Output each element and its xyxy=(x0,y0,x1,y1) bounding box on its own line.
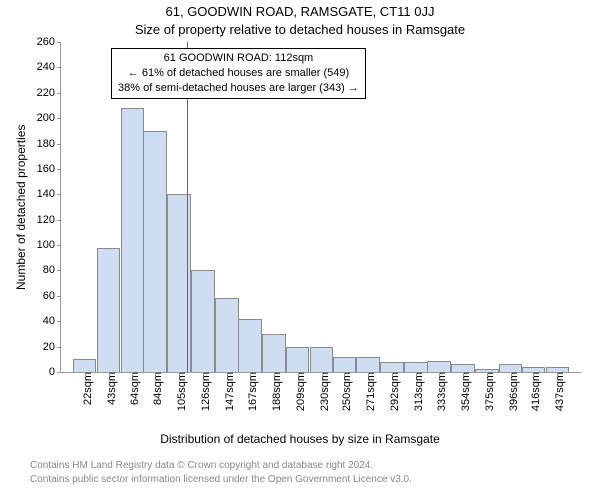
y-tick-mark xyxy=(57,169,61,170)
y-tick-mark xyxy=(57,220,61,221)
footer-line-2: Contains public sector information licen… xyxy=(30,474,412,485)
x-tick-label: 167sqm xyxy=(241,372,259,411)
x-tick-label: 64sqm xyxy=(123,372,141,405)
histogram-bar xyxy=(191,270,215,372)
x-tick-mark xyxy=(298,372,299,376)
histogram-bar xyxy=(451,364,475,372)
y-axis-label: Number of detached properties xyxy=(14,125,28,290)
y-tick-mark xyxy=(57,372,61,373)
x-tick-mark xyxy=(392,372,393,376)
y-tick-mark xyxy=(57,194,61,195)
x-tick-label: 437sqm xyxy=(548,372,566,411)
x-tick-mark xyxy=(227,372,228,376)
y-tick-mark xyxy=(57,347,61,348)
x-tick-mark xyxy=(250,372,251,376)
x-tick-mark xyxy=(274,372,275,376)
annotation-box: 61 GOODWIN ROAD: 112sqm← 61% of detached… xyxy=(111,48,366,99)
x-tick-label: 147sqm xyxy=(218,372,236,411)
histogram-bar xyxy=(310,347,334,372)
x-tick-mark xyxy=(203,372,204,376)
x-tick-label: 43sqm xyxy=(100,372,118,405)
x-tick-mark xyxy=(557,372,558,376)
x-tick-mark xyxy=(416,372,417,376)
x-tick-label: 396sqm xyxy=(502,372,520,411)
y-tick-mark xyxy=(57,67,61,68)
x-tick-label: 126sqm xyxy=(194,372,212,411)
x-tick-mark xyxy=(511,372,512,376)
histogram-bar xyxy=(286,347,310,372)
histogram-bar xyxy=(121,108,145,372)
x-tick-label: 250sqm xyxy=(335,372,353,411)
x-tick-mark xyxy=(85,372,86,376)
x-tick-mark xyxy=(109,372,110,376)
histogram-bar xyxy=(143,131,167,372)
histogram-bar xyxy=(262,334,286,372)
x-tick-label: 416sqm xyxy=(524,372,542,411)
x-tick-label: 22sqm xyxy=(76,372,94,405)
y-tick-mark xyxy=(57,270,61,271)
x-tick-mark xyxy=(132,372,133,376)
x-axis-label: Distribution of detached houses by size … xyxy=(0,432,600,446)
x-tick-mark xyxy=(155,372,156,376)
x-tick-label: 333sqm xyxy=(430,372,448,411)
histogram-bar xyxy=(73,359,97,372)
histogram-plot: 02040608010012014016018020022024026022sq… xyxy=(60,42,581,373)
annotation-line: ← 61% of detached houses are smaller (54… xyxy=(118,66,359,81)
x-tick-label: 313sqm xyxy=(407,372,425,411)
y-tick-mark xyxy=(57,296,61,297)
histogram-bar xyxy=(333,357,357,372)
x-tick-label: 354sqm xyxy=(454,372,472,411)
histogram-bar xyxy=(97,248,121,372)
x-tick-label: 375sqm xyxy=(478,372,496,411)
y-tick-mark xyxy=(57,42,61,43)
y-tick-mark xyxy=(57,118,61,119)
x-tick-mark xyxy=(368,372,369,376)
x-tick-label: 209sqm xyxy=(289,372,307,411)
x-tick-label: 105sqm xyxy=(170,372,188,411)
y-tick-mark xyxy=(57,144,61,145)
x-tick-mark xyxy=(322,372,323,376)
x-tick-mark xyxy=(533,372,534,376)
histogram-bar xyxy=(356,357,380,372)
y-tick-mark xyxy=(57,245,61,246)
y-tick-mark xyxy=(57,93,61,94)
histogram-bar xyxy=(215,298,239,372)
x-tick-mark xyxy=(439,372,440,376)
x-tick-label: 271sqm xyxy=(359,372,377,411)
x-tick-label: 188sqm xyxy=(265,372,283,411)
x-tick-label: 230sqm xyxy=(313,372,331,411)
histogram-bar xyxy=(404,362,428,372)
histogram-bar xyxy=(238,319,262,372)
histogram-bar xyxy=(427,361,451,372)
x-tick-mark xyxy=(463,372,464,376)
page-subtitle: Size of property relative to detached ho… xyxy=(0,22,600,37)
annotation-line: 61 GOODWIN ROAD: 112sqm xyxy=(118,51,359,66)
footer-line-1: Contains HM Land Registry data © Crown c… xyxy=(30,460,373,471)
histogram-bar xyxy=(380,362,404,372)
x-tick-mark xyxy=(487,372,488,376)
x-tick-label: 84sqm xyxy=(146,372,164,405)
y-tick-mark xyxy=(57,321,61,322)
page-title-address: 61, GOODWIN ROAD, RAMSGATE, CT11 0JJ xyxy=(0,4,600,19)
histogram-bar xyxy=(499,364,523,372)
x-tick-mark xyxy=(344,372,345,376)
annotation-line: 38% of semi-detached houses are larger (… xyxy=(118,81,359,96)
x-tick-label: 292sqm xyxy=(383,372,401,411)
x-tick-mark xyxy=(179,372,180,376)
